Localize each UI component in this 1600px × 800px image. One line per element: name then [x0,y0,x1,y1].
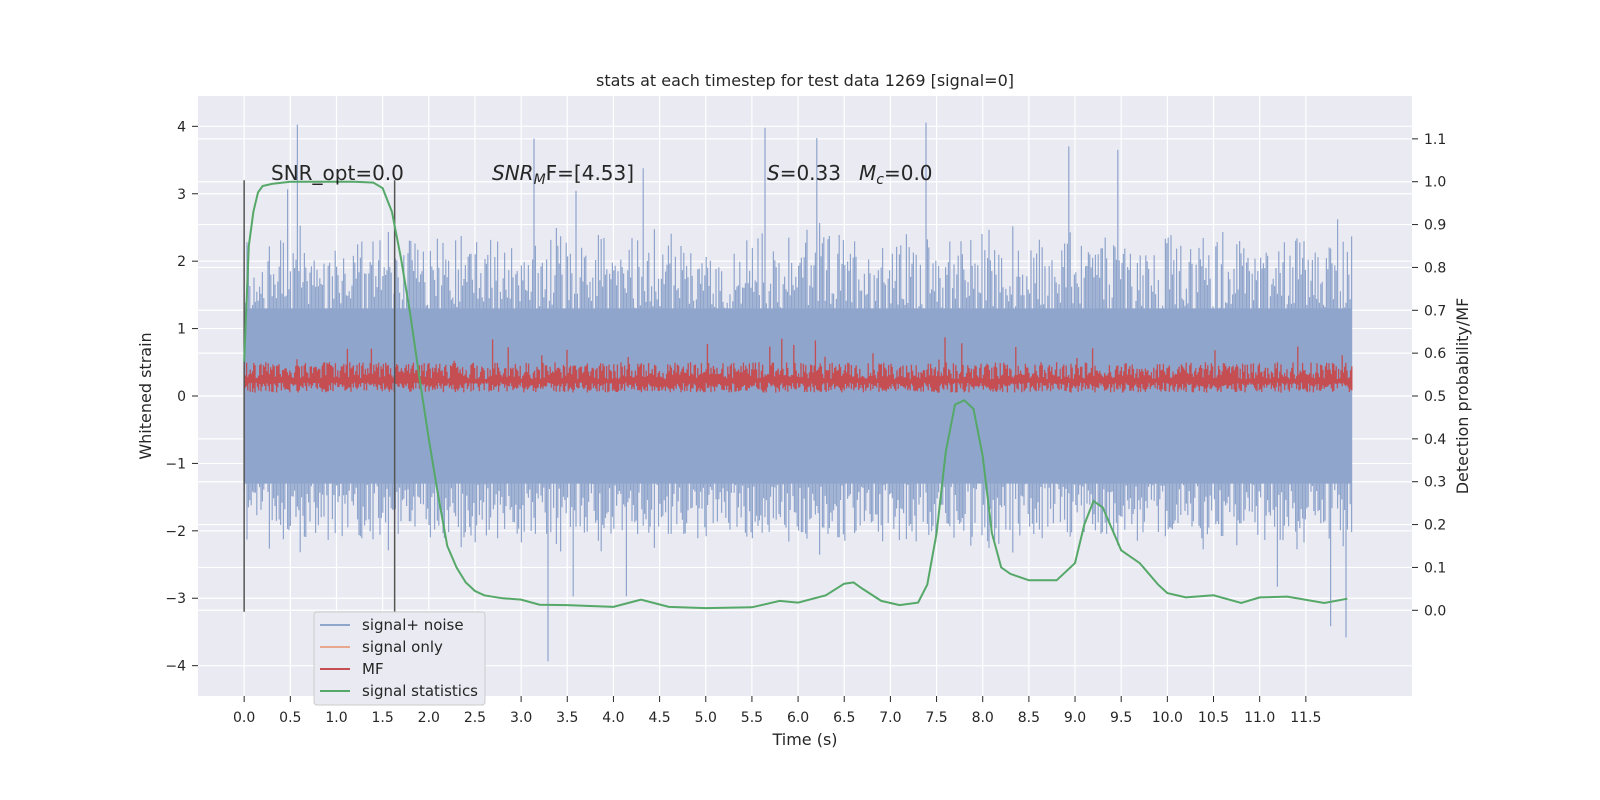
x-tick-label: 4.0 [602,710,624,726]
vertical-markers [243,180,396,612]
y-right-tick-label: 0.7 [1424,303,1446,319]
y-right-tick-label: 0.5 [1424,389,1446,405]
legend-label-signal-statistics: signal statistics [362,682,478,700]
annotation-s-value: =0.33 [780,161,841,185]
y-tick-label: −2 [165,524,186,540]
x-tick-label: 7.0 [879,710,901,726]
x-tick-label: 10.0 [1152,710,1183,726]
x-tick-label: 0.0 [233,710,255,726]
x-ticks: 0.0 0.5 1.0 1.5 2.0 2.5 3.0 3.5 4.0 4.5 5.0 5.5 6.0 6… [233,696,1321,726]
y-right-tick-label: 0.4 [1424,432,1446,448]
y-tick-label: 3 [177,187,186,203]
x-tick-label: 7.5 [925,710,947,726]
legend: signal+ noise signal only MF signal stat… [313,611,486,706]
annotation-mc-label: M [859,161,876,185]
y-tick-label: −3 [165,591,186,607]
annotation-snr-mf: SNRMF=[4.53] [492,161,634,188]
annotation-snr-mf-rest: F=[4.53] [546,161,634,185]
x-tick-label: 5.0 [695,710,717,726]
x-tick-label: 6.5 [833,710,855,726]
legend-box [313,611,486,706]
x-axis-label: Time (s) [771,730,837,749]
annotation-mc-value: =0.0 [884,161,933,185]
legend-label-signal-only: signal only [362,638,443,656]
annotation-mc-sub: c [876,172,884,188]
x-tick-label: 3.0 [510,710,532,726]
y-right-tick-label: 0.8 [1424,260,1446,276]
x-tick-label: 8.0 [972,710,994,726]
y-right-tick-label: 0.1 [1424,560,1446,576]
signal-statistics-line [243,180,1348,610]
annotation-s-label: S [767,161,780,185]
y-right-tick-label: 0.3 [1424,475,1446,491]
y-right-tick-label: 0.2 [1424,518,1446,534]
x-tick-label: 6.0 [787,710,809,726]
x-tick-label: 11.5 [1290,710,1321,726]
x-tick-label: 11.0 [1244,710,1275,726]
annotation-snr-mf-sub: M [534,172,546,188]
y-axis-label-right: Detection probability/MF [1453,298,1472,495]
x-tick-label: 2.5 [464,710,486,726]
chart-title: stats at each timestep for test data 126… [596,71,1014,90]
legend-label-signal-noise: signal+ noise [362,616,464,634]
y-right-tick-label: 0.0 [1424,603,1446,619]
x-tick-label: 9.5 [1110,710,1132,726]
y-tick-label: 2 [177,254,186,270]
x-tick-label: 4.5 [648,710,670,726]
legend-label-mf: MF [362,660,384,678]
x-tick-label: 10.5 [1198,710,1229,726]
annotation-snr-opt: SNR_opt=0.0 [271,161,404,185]
y-tick-label: 4 [177,119,186,135]
series-signal-statistics [243,180,1348,610]
y-axis-label: Whitened strain [136,332,155,459]
y-right-tick-label: 1.1 [1424,132,1446,148]
x-tick-label: 0.5 [279,710,301,726]
x-tick-label: 5.5 [741,710,763,726]
y-right-tick-label: 0.6 [1424,346,1446,362]
annotation-s: S=0.33 [767,161,841,185]
y-tick-label: 0 [177,389,186,405]
y-ticks-left: 4 3 2 1 0 −1 −2 −3 −4 [165,119,198,675]
x-tick-label: 9.0 [1064,710,1086,726]
y-right-tick-label: 0.9 [1424,218,1446,234]
y-tick-label: −1 [165,456,186,472]
annotations: SNR_opt=0.0 SNRMF=[4.53] S=0.33 Mc=0.0 [271,161,933,188]
y-tick-label: 1 [177,322,186,338]
annotation-mc: Mc=0.0 [859,161,933,188]
y-ticks-right: 1.1 1.0 0.9 0.8 0.7 0.6 0.5 0.4 0.3 0.2 0.1 0.0 [1412,132,1446,619]
x-tick-label: 8.5 [1018,710,1040,726]
series-signal-noise [243,122,1353,662]
x-tick-label: 1.0 [325,710,347,726]
x-tick-label: 3.5 [556,710,578,726]
x-tick-label: 2.0 [418,710,440,726]
x-tick-label: 1.5 [372,710,394,726]
annotation-snr-mf-main: SNR [492,161,534,185]
y-tick-label: −4 [165,659,186,675]
y-right-tick-label: 1.0 [1424,175,1446,191]
